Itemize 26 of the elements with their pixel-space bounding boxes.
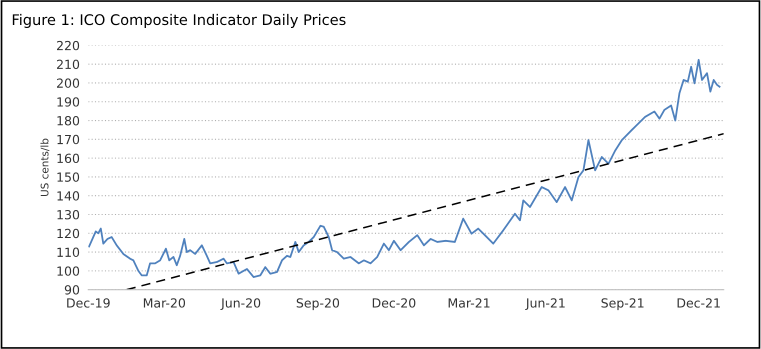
x-tick-label: Jun-20 [220, 298, 260, 310]
y-tick-label: 160 [57, 154, 80, 164]
x-tick-label: Mar-21 [448, 298, 490, 308]
x-tick-label: Jun-21 [525, 298, 565, 310]
line-series [88, 58, 720, 278]
y-tick-label: 180 [57, 116, 80, 126]
y-tick-label: 120 [57, 228, 80, 238]
y-tick-label: 190 [57, 97, 80, 107]
x-tick-label: Sep-20 [296, 298, 340, 310]
y-tick-label: 220 [57, 40, 80, 50]
y-tick-label: 210 [57, 60, 80, 70]
x-tick-label: Sep-21 [602, 298, 644, 310]
y-tick-label: 110 [57, 248, 80, 258]
x-tick-label: Dec-20 [372, 298, 416, 308]
chart-title: Figure 1: ICO Composite Indicator Daily Prices [12, 14, 346, 28]
y-tick-label: 90 [64, 285, 80, 295]
y-tick-label: 100 [57, 266, 80, 276]
x-tick-label: Mar-20 [144, 298, 186, 308]
x-tick-label: Dec-21 [678, 298, 720, 308]
y-tick-label: 130 [57, 210, 80, 220]
y-tick-label: 200 [57, 78, 80, 88]
y-tick-label: 150 [57, 172, 80, 182]
y-tick-label: 170 [57, 134, 80, 144]
y-tick-label: 140 [57, 191, 80, 201]
y-axis-title: US cents/lb [40, 138, 50, 196]
x-tick-label: Dec-19 [67, 298, 110, 308]
